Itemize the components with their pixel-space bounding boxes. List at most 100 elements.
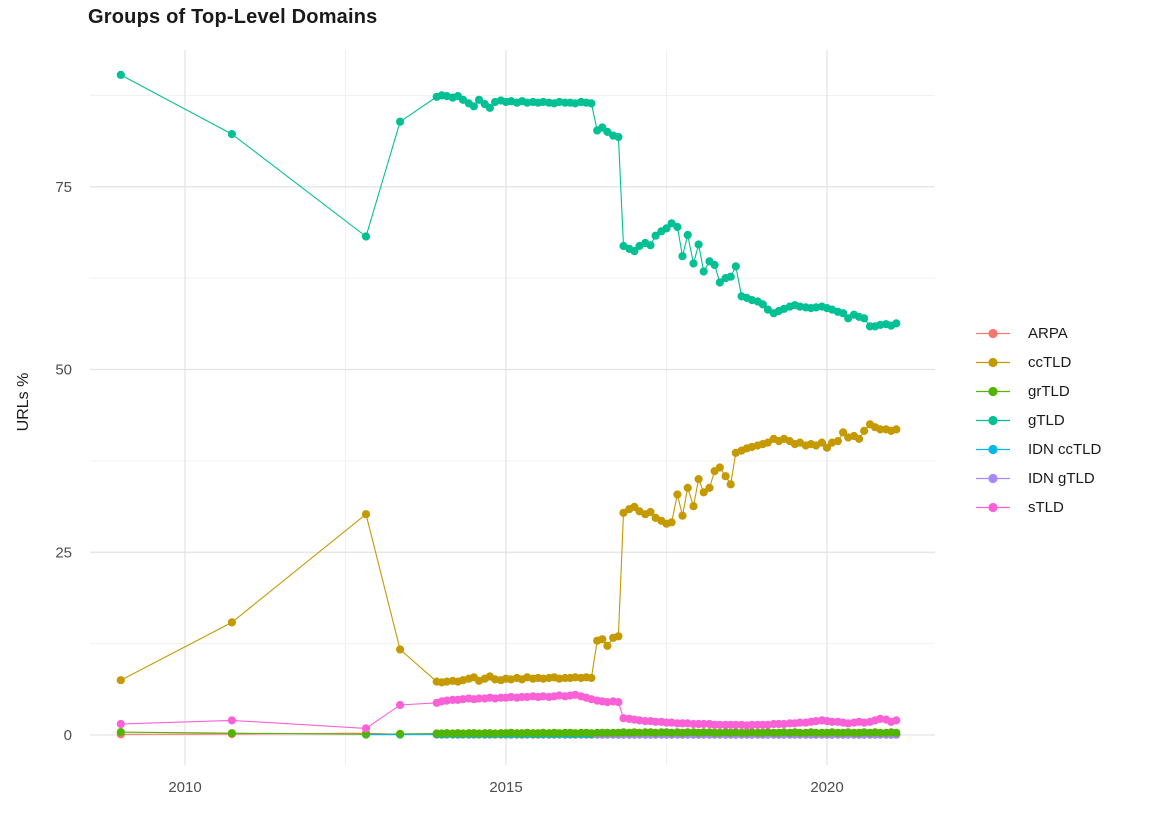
series-point-cctld	[860, 426, 869, 435]
series-point-grtld	[876, 728, 885, 737]
series-point-gtld	[587, 99, 596, 108]
legend-key-icon	[976, 502, 1010, 513]
legend-key-icon	[976, 444, 1010, 455]
x-tick-label: 2015	[489, 779, 522, 796]
series-point-cctld	[705, 483, 714, 492]
series-point-gtld	[758, 300, 767, 309]
series-point-cctld	[833, 437, 843, 446]
series-point-gtld	[839, 309, 848, 318]
legend-item-idn-gtld: IDN gTLD	[976, 464, 1101, 493]
x-tick-label: 2020	[810, 779, 843, 796]
legend-item-arpa: ARPA	[976, 319, 1101, 348]
series-point-cctld	[361, 510, 371, 519]
series-point-grtld	[892, 728, 901, 737]
series-point-cctld	[396, 645, 405, 654]
series-point-gtld	[651, 231, 660, 240]
series-point-grtld	[361, 730, 371, 739]
series-point-gtld	[699, 267, 708, 276]
legend-label: ccTLD	[1028, 354, 1072, 371]
legend-item-grtld: grTLD	[976, 377, 1101, 406]
series-point-gtld	[474, 95, 484, 104]
x-tick-label: 2010	[168, 779, 201, 796]
y-tick-label: 50	[55, 362, 72, 379]
legend-item-gtld: gTLD	[976, 406, 1101, 435]
series-point-stld	[892, 716, 901, 725]
legend-label: ARPA	[1028, 325, 1068, 342]
series-point-stld	[396, 700, 405, 710]
series-point-cctld	[587, 673, 596, 683]
series-point-gtld	[485, 103, 494, 112]
legend-item-idn-cctld: IDN ccTLD	[976, 435, 1101, 464]
legend-item-cctld: ccTLD	[976, 348, 1101, 377]
series-point-grtld	[116, 728, 125, 737]
series-point-grtld	[491, 729, 500, 738]
series-point-gtld	[715, 278, 724, 287]
series-point-gtld	[361, 232, 371, 241]
legend-key-icon	[976, 473, 1010, 484]
y-tick-label: 25	[55, 544, 72, 561]
legend-key-icon	[976, 386, 1010, 397]
series-point-gtld	[726, 272, 735, 281]
legend-label: sTLD	[1028, 499, 1064, 516]
series-point-cctld	[721, 472, 730, 481]
series-point-gtld	[678, 252, 687, 261]
series-point-grtld	[812, 728, 821, 737]
legend-label: grTLD	[1028, 383, 1070, 400]
legend-item-stld: sTLD	[976, 493, 1101, 522]
series-point-stld	[361, 724, 371, 733]
series-point-grtld	[474, 729, 484, 738]
series-point-stld	[651, 717, 660, 726]
legend-key-icon	[976, 328, 1010, 339]
legend: ARPA ccTLD grTLD gTLD IDN ccTLD IDN gTLD sTLD	[976, 319, 1101, 522]
series-point-stld	[731, 720, 740, 729]
series-point-cctld	[673, 490, 682, 499]
series-point-grtld	[442, 729, 451, 738]
series-point-cctld	[227, 618, 236, 627]
series-point-grtld	[683, 728, 692, 737]
series-point-cctld	[876, 425, 885, 434]
series-point-cctld	[683, 483, 692, 492]
legend-label: IDN ccTLD	[1028, 441, 1102, 458]
series-point-stld	[699, 719, 708, 729]
series-point-gtld	[662, 224, 671, 233]
legend-label: gTLD	[1028, 412, 1065, 429]
series-point-cctld	[614, 632, 623, 641]
series-point-cctld	[646, 507, 655, 517]
legend-label: IDN gTLD	[1028, 470, 1095, 487]
series-point-stld	[828, 717, 837, 726]
series-point-cctld	[694, 475, 703, 484]
series-point-grtld	[603, 728, 612, 737]
series-point-gtld	[694, 240, 703, 249]
series-point-stld	[715, 720, 724, 729]
series-point-gtld	[646, 241, 655, 250]
series-point-gtld	[892, 319, 901, 328]
y-tick-label: 0	[64, 727, 72, 744]
series-point-cctld	[892, 425, 901, 434]
series-point-cctld	[603, 641, 612, 650]
series-point-stld	[474, 694, 484, 703]
series-point-grtld	[227, 729, 236, 738]
series-point-stld	[795, 718, 805, 727]
chart-title: Groups of Top-Level Domains	[88, 6, 378, 28]
series-point-cctld	[699, 488, 708, 497]
series-point-stld	[747, 720, 757, 729]
series-point-gtld	[614, 132, 623, 142]
series-point-gtld	[731, 262, 740, 271]
series-point-gtld	[396, 117, 405, 126]
series-point-gtld	[630, 247, 639, 256]
series-point-grtld	[458, 729, 468, 738]
series-point-cctld	[715, 463, 724, 472]
series-point-gtld	[469, 102, 478, 111]
series-point-cctld	[598, 635, 607, 644]
series-point-stld	[227, 716, 236, 725]
series-point-cctld	[839, 428, 848, 437]
series-point-stld	[614, 698, 623, 707]
series-point-grtld	[396, 729, 405, 739]
series-point-gtld	[116, 70, 125, 79]
series-point-gtld	[860, 314, 869, 323]
series-point-gtld	[673, 222, 682, 232]
legend-key-icon	[976, 357, 1010, 368]
series-point-cctld	[116, 676, 125, 685]
